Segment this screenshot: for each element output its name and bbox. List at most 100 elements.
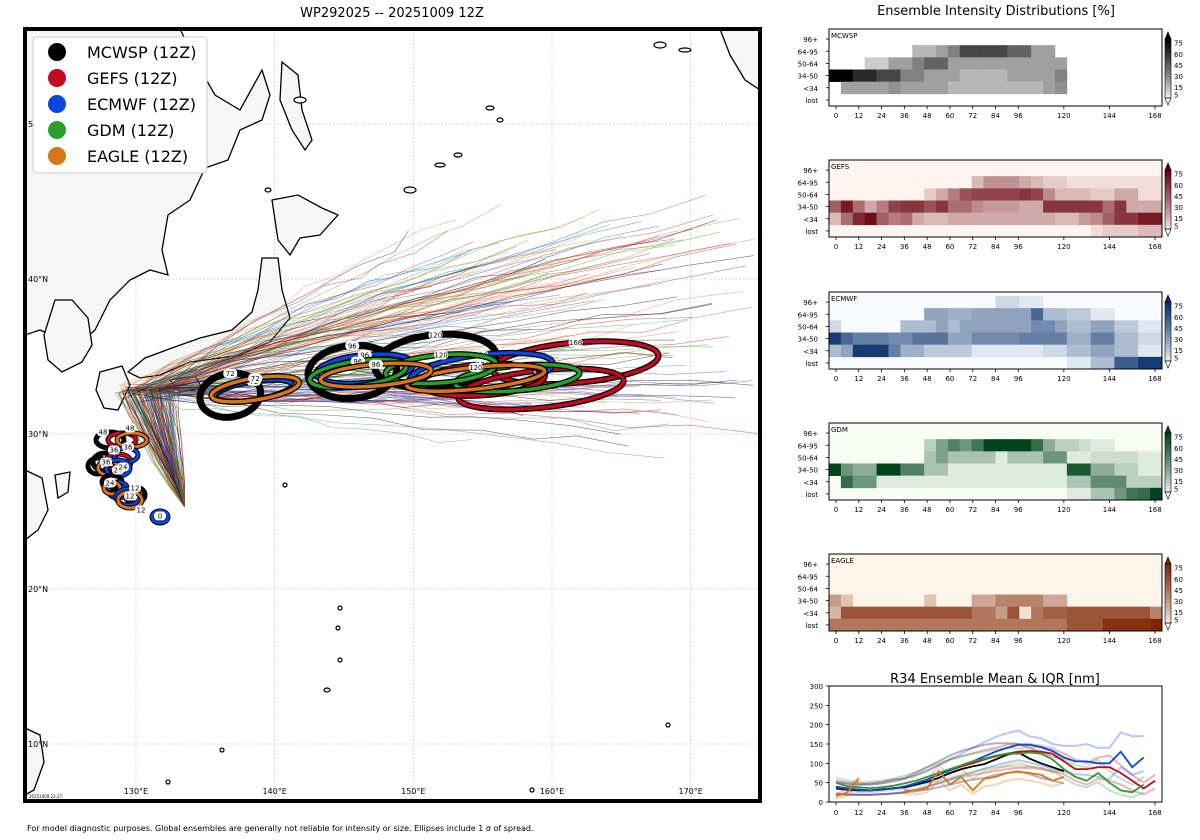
heatmap-cell	[1043, 594, 1056, 607]
heatmap-cell	[1138, 475, 1151, 489]
colorbar-segment	[1165, 77, 1171, 81]
heatmap-cell	[1007, 332, 1020, 345]
heatmap-cell	[876, 475, 889, 489]
heatmap-cell	[983, 188, 996, 201]
heatmap-cell	[852, 618, 865, 632]
colorbar-segment	[1165, 187, 1171, 191]
heatmap-cell	[1114, 451, 1127, 464]
ensemble-track	[122, 237, 580, 507]
landmass	[719, 29, 760, 91]
heatmap-cell	[1007, 320, 1020, 333]
legend-label: GDM (12Z)	[87, 121, 174, 140]
heatmap-cell	[1114, 200, 1127, 213]
heatmap-cell	[1031, 188, 1044, 201]
heatmap-cell	[1126, 487, 1139, 501]
heatmap-cell	[1043, 81, 1056, 95]
r34-ecmwf-mean	[835, 743, 1145, 792]
heatmap-cell	[995, 618, 1008, 632]
heatmap-cell	[971, 57, 984, 70]
heatmap-x-label: 168	[1148, 506, 1161, 514]
colorbar-segment	[1165, 41, 1171, 46]
heatmap-cell	[1019, 344, 1032, 358]
heatmap-cell	[1150, 618, 1163, 632]
colorbar-label: 15	[1174, 609, 1183, 617]
hour-label-bg	[104, 478, 116, 488]
colorbar-segment	[1165, 181, 1171, 186]
heatmap-cell	[1090, 308, 1103, 321]
heatmap-cell	[1126, 463, 1139, 476]
heatmap-cell	[1054, 439, 1068, 452]
heatmap-cell	[1150, 451, 1163, 464]
heatmap-cell	[900, 320, 913, 333]
heatmap-cell	[983, 475, 996, 489]
heatmap-cell	[1090, 176, 1103, 189]
colorbar-segment	[1165, 334, 1171, 338]
heatmap-x-label: 24	[877, 637, 886, 645]
heatmap-cell	[1078, 332, 1091, 345]
heatmap-x-label: 48	[923, 375, 932, 383]
heatmap-cell	[924, 212, 937, 226]
heatmap-x-label: 24	[877, 506, 886, 514]
heatmap-cell	[983, 69, 996, 82]
heatmap-row-label: lost	[805, 97, 818, 105]
heatmap-cell	[1126, 200, 1139, 213]
colorbar-label: 5	[1174, 91, 1178, 99]
heatmap-cell	[1126, 212, 1139, 226]
heatmap-cell	[1066, 463, 1080, 476]
heatmap-cell	[864, 475, 877, 489]
heatmap-gefs: GEFS 96+ 64-95 50-64 34-50 <34 lost 0 12 24 36 48 60…	[798, 159, 1183, 251]
heatmap-cell	[900, 57, 913, 70]
colorbar-segment	[1165, 605, 1171, 609]
ensemble-track	[123, 249, 557, 507]
heatmap-cell	[1007, 81, 1020, 95]
colorbar-segment	[1165, 453, 1171, 457]
heatmap-row-label: 96+	[803, 430, 818, 438]
heatmap-cell	[1138, 451, 1151, 464]
heatmap-cell	[995, 296, 1008, 309]
heatmap-cell	[1078, 344, 1091, 358]
heatmap-cell	[1138, 188, 1151, 201]
hour-label-bg	[129, 483, 141, 493]
heatmap-row-label: 34-50	[798, 73, 818, 81]
heatmap-cell	[1043, 188, 1056, 201]
heatmap-cell	[1019, 69, 1032, 82]
heatmap-cell	[1019, 439, 1032, 452]
heatmap-cell	[1090, 439, 1103, 452]
heatmap-cell	[1043, 212, 1056, 226]
heatmap-cell	[852, 69, 865, 82]
heatmap-x-label: 36	[900, 375, 909, 383]
heatmap-x-label: 96	[1014, 506, 1023, 514]
heatmap-cell	[1150, 188, 1163, 201]
heatmap-cell	[829, 344, 842, 358]
heatmap-x-label: 168	[1148, 375, 1161, 383]
heatmap-cell	[1054, 463, 1068, 476]
hour-label: 48	[126, 425, 135, 433]
heatmap-cell	[947, 451, 961, 464]
heatmap-cell	[971, 81, 984, 95]
hour-label-bg	[108, 445, 120, 455]
heatmap-cell	[959, 618, 973, 632]
ensemble-track	[121, 390, 664, 507]
hour-label-bg	[154, 511, 166, 521]
r34-x-label: 144	[1103, 809, 1117, 817]
heatmap-cell	[852, 212, 865, 226]
heatmap-cell	[900, 344, 913, 358]
heatmap-x-label: 0	[834, 243, 838, 251]
island	[496, 117, 504, 123]
heatmap-cell	[936, 45, 949, 58]
heatmap-x-label: 12	[854, 112, 863, 120]
colorbar-segment	[1165, 590, 1171, 594]
heatmap-model-label: ECMWF	[831, 295, 857, 303]
lon-label: 140°E	[262, 787, 286, 796]
colorbar-segment	[1165, 572, 1171, 577]
colorbar-segment	[1165, 44, 1171, 49]
heatmap-x-label: 60	[945, 637, 954, 645]
heatmap-cell	[924, 188, 937, 201]
heatmap-cell	[852, 81, 865, 95]
island	[485, 105, 495, 111]
heatmap-cell	[983, 332, 996, 345]
colorbar-segment	[1165, 569, 1171, 574]
heatmap-row-label: 96+	[803, 167, 818, 175]
heatmap-cell	[936, 344, 949, 358]
colorbar-min-arrow	[1164, 228, 1172, 237]
